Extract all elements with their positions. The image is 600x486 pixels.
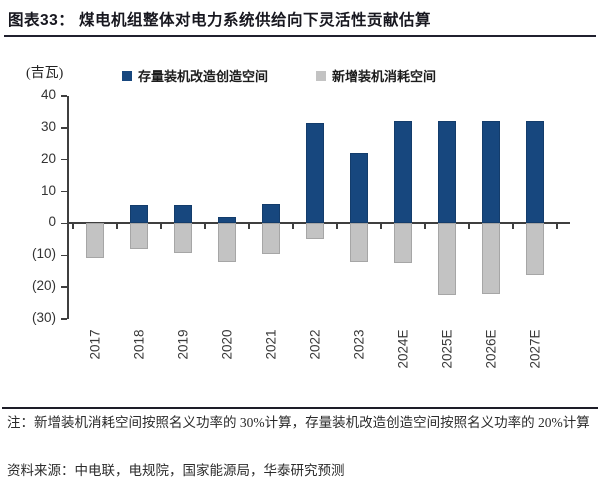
bar-navy-2019 [174, 204, 192, 224]
bar-gray-2026E [482, 223, 500, 295]
bar-navy-2025E [438, 121, 456, 224]
y-axis-tick [61, 158, 67, 161]
x-axis-tick [248, 224, 250, 230]
x-axis-tick [336, 224, 338, 230]
y-axis-tick [61, 127, 67, 129]
y-axis-line [67, 96, 69, 319]
source-line: 资料来源：中电联，电规院，国家能源局，华泰研究预测 [7, 463, 345, 478]
bar-gray-2020 [218, 223, 236, 262]
x-axis-label: 2025E [439, 329, 455, 369]
x-axis-label: 2020 [219, 329, 235, 360]
bar-gray-2019 [174, 223, 192, 253]
x-axis-label: 2019 [175, 329, 191, 360]
bottom-divider [2, 407, 598, 409]
bar-gray-2022 [306, 223, 324, 240]
bar-navy-2027E [526, 121, 544, 224]
bar-navy-2024E [394, 121, 412, 224]
title-divider [4, 35, 596, 37]
x-axis-tick [556, 224, 558, 230]
x-axis-label: 2027E [527, 329, 543, 369]
y-axis-tick-label: 40 [40, 87, 56, 102]
legend-item: 存量装机改造创造空间 [122, 66, 268, 85]
footnote: 注：新增装机消耗空间按照名义功率的 30%计算，存量装机改造创造空间按照名义功率… [7, 415, 590, 430]
bar-gray-2017 [86, 223, 104, 259]
y-axis-tick-label: 30 [40, 118, 56, 134]
x-axis-tick [116, 224, 118, 230]
x-axis-label: 2017 [87, 329, 103, 360]
bar-gray-2027E [526, 223, 544, 276]
bar-navy-2021 [262, 203, 280, 224]
bar-gray-2024E [394, 223, 412, 264]
bar-gray-2018 [130, 223, 148, 249]
bar-chart: 40 30 20 10 0 (10) (20) (30) 2017 2018 2019 2020 202… [32, 87, 570, 369]
bar-navy-2018 [130, 205, 148, 224]
bar-gray-2021 [262, 223, 280, 254]
x-axis-label: 2026E [483, 329, 499, 369]
x-axis-label: 2024E [395, 329, 411, 369]
y-axis-tick-label: 20 [40, 150, 56, 166]
y-axis-tick [61, 254, 67, 257]
legend-swatch-icon [122, 70, 132, 81]
y-axis-unit-label: (吉瓦) [26, 66, 64, 81]
x-axis-tick [424, 224, 426, 230]
legend-label: 新增装机消耗空间 [332, 69, 437, 84]
page-title: 图表33： 煤电机组整体对电力系统供给向下灵活性贡献估算 [8, 12, 432, 29]
x-axis-label: 2022 [307, 329, 323, 360]
legend-swatch-icon [316, 70, 327, 81]
y-axis-tick-label: (20) [31, 278, 56, 294]
y-axis-tick-label: (30) [31, 310, 56, 325]
x-axis-tick [160, 224, 162, 230]
y-axis-tick [61, 190, 67, 193]
y-axis-tick [61, 222, 67, 225]
x-axis-tick [380, 224, 382, 230]
y-axis-tick-label: (10) [31, 246, 56, 262]
y-axis-tick [61, 286, 67, 288]
x-axis-label: 2023 [351, 329, 367, 360]
bar-navy-2020 [218, 217, 236, 224]
y-axis-tick [61, 95, 67, 97]
bar-navy-2022 [306, 123, 324, 224]
x-axis-tick [512, 224, 514, 230]
legend-item: 新增装机消耗空间 [316, 66, 436, 85]
x-axis-tick [72, 224, 74, 230]
y-axis-tick-label: 0 [48, 214, 56, 230]
y-axis-tick [61, 318, 67, 320]
chart-legend: 存量装机改造创造空间 新增装机消耗空间 [122, 66, 436, 85]
x-axis-tick [204, 224, 206, 230]
bar-navy-2023 [350, 152, 368, 224]
legend-label: 存量装机改造创造空间 [138, 69, 269, 84]
x-axis-label: 2018 [131, 329, 147, 360]
x-axis-tick [468, 224, 470, 230]
y-axis-tick-label: 10 [40, 182, 56, 198]
x-axis-label: 2021 [263, 329, 279, 360]
bar-gray-2025E [438, 223, 456, 296]
x-axis-tick [292, 224, 294, 230]
bar-gray-2023 [350, 223, 368, 262]
bar-navy-2026E [482, 121, 500, 224]
